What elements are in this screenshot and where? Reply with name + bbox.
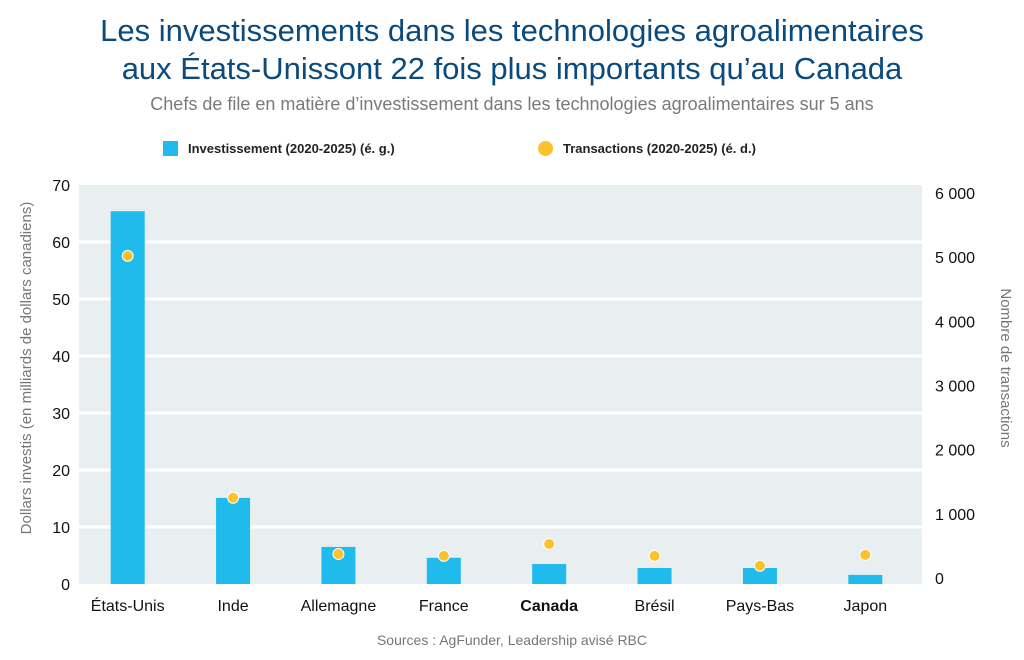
y-tick-left: 10: [52, 520, 70, 537]
chart-subtitle: Chefs de file en matière d’investissemen…: [150, 94, 874, 114]
chart-title: Les investissements dans les technologie…: [0, 12, 1024, 88]
y-tick-left: 30: [52, 406, 70, 423]
legend-dot-swatch: [538, 141, 553, 156]
x-category-label: Pays-Bas: [726, 598, 794, 615]
bar-investment: [848, 574, 883, 584]
y-tick-right: 4 000: [935, 314, 975, 331]
y-tick-right: 0: [935, 571, 944, 588]
y-tick-left: 20: [52, 463, 70, 480]
dot-transactions: [437, 549, 450, 562]
y-tick-left: 50: [52, 292, 70, 309]
y-tick-left: 70: [52, 178, 70, 195]
x-category-label: Canada: [520, 598, 578, 615]
y-tick-left: 0: [61, 577, 70, 594]
x-category-label: Inde: [217, 598, 248, 615]
bar-investment: [637, 568, 672, 584]
bar-investment: [532, 564, 567, 584]
legend-item-investment: Investissement (2020-2025) (é. g.): [163, 141, 395, 156]
source-note: Sources : AgFunder, Leadership avisé RBC: [376, 632, 648, 648]
y-axis-title-right: Nombre de transactions: [997, 288, 1014, 447]
y-tick-right: 6 000: [935, 186, 975, 203]
y-axis-title-left: Dollars investis (en milliards de dollar…: [18, 202, 35, 535]
legend-dot-label: Transactions (2020-2025) (é. d.): [563, 141, 756, 156]
legend-bar-swatch: [163, 141, 178, 156]
chart-title-line1: Les investissements dans les technologie…: [100, 13, 924, 48]
y-tick-right: 1 000: [935, 507, 975, 524]
dot-transactions: [543, 537, 556, 550]
y-tick-left: 40: [52, 349, 70, 366]
chart-title-line2: aux États-Unissont 22 fois plus importan…: [121, 51, 903, 86]
bar-investment: [742, 568, 777, 584]
bar-investment: [426, 557, 461, 584]
legend-bar-label: Investissement (2020-2025) (é. g.): [188, 141, 395, 156]
dot-transactions: [332, 547, 345, 560]
y-tick-right: 2 000: [935, 443, 975, 460]
dot-transactions: [227, 491, 240, 504]
x-category-label: Japon: [844, 598, 888, 615]
dot-transactions: [121, 249, 134, 262]
y-tick-right: 5 000: [935, 250, 975, 267]
dot-transactions: [859, 548, 872, 561]
plot-background: [79, 185, 922, 584]
dot-transactions: [648, 549, 661, 562]
dot-transactions: [753, 559, 766, 572]
y-tick-left: 60: [52, 235, 70, 252]
legend-item-transactions: Transactions (2020-2025) (é. d.): [538, 141, 756, 156]
x-category-label: Brésil: [635, 598, 675, 615]
y-tick-right: 3 000: [935, 379, 975, 396]
x-category-label: États-Unis: [91, 596, 165, 615]
bar-investment: [216, 497, 251, 584]
x-category-label: Allemagne: [301, 598, 377, 615]
x-category-label: France: [419, 598, 469, 615]
bar-investment: [110, 211, 145, 584]
